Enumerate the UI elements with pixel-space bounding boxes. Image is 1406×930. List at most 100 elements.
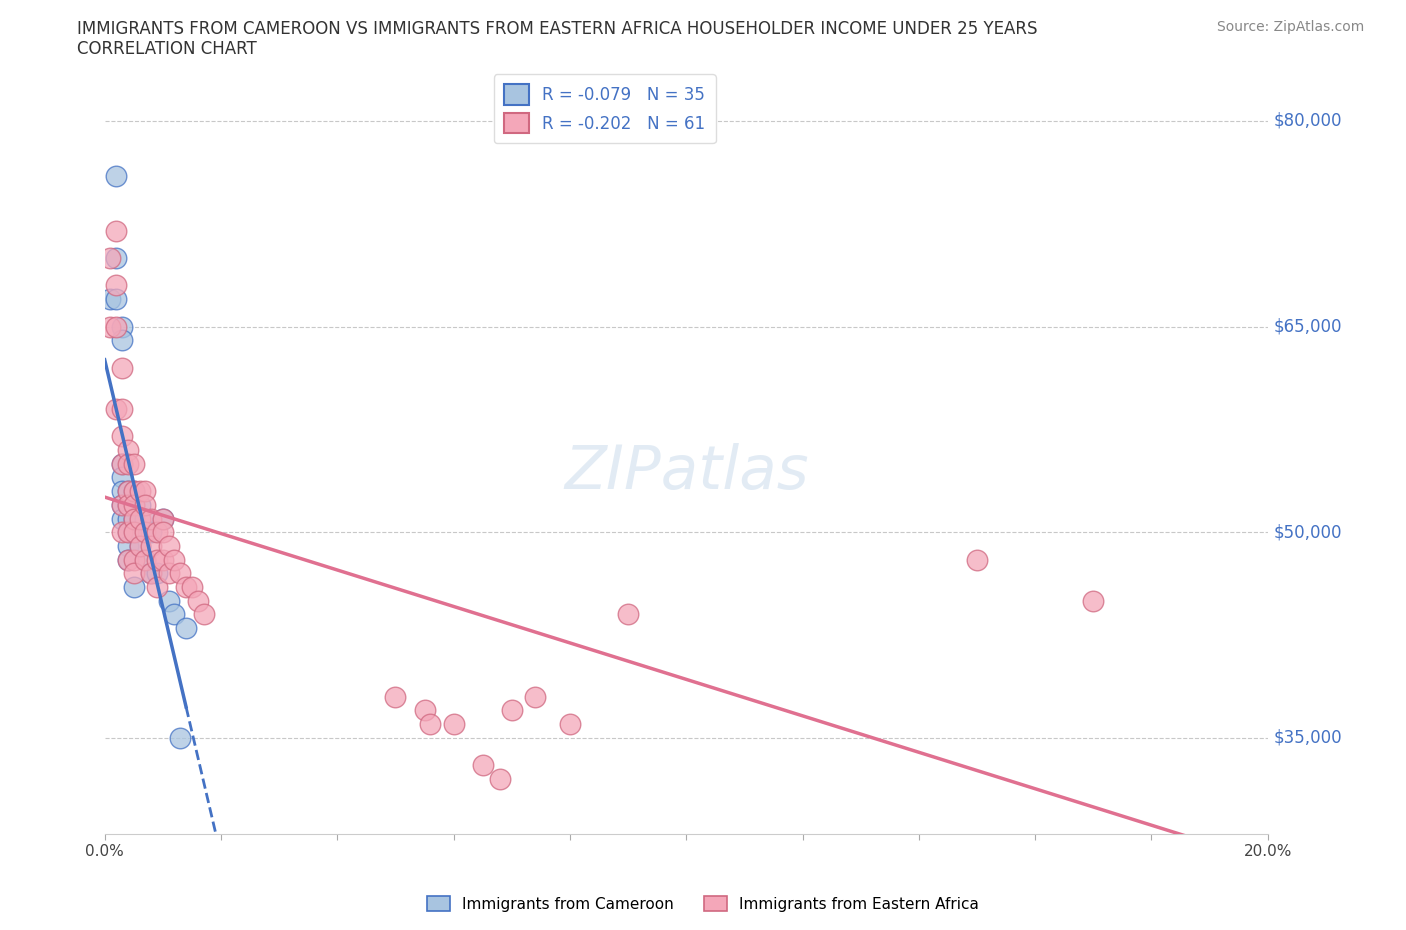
Point — [100, 319, 122, 334]
Text: CORRELATION CHART: CORRELATION CHART — [77, 40, 257, 58]
Point — [187, 593, 209, 608]
Point — [117, 484, 139, 498]
Point — [157, 565, 180, 580]
Point — [134, 552, 156, 567]
Point — [111, 333, 134, 348]
Text: IMMIGRANTS FROM CAMEROON VS IMMIGRANTS FROM EASTERN AFRICA HOUSEHOLDER INCOME UN: IMMIGRANTS FROM CAMEROON VS IMMIGRANTS F… — [77, 20, 1038, 38]
Point — [111, 457, 134, 472]
Point — [141, 525, 163, 539]
Point — [617, 607, 640, 622]
Point — [384, 689, 406, 704]
Point — [128, 538, 150, 553]
Point — [501, 703, 523, 718]
Point — [141, 538, 163, 553]
Point — [141, 565, 163, 580]
Point — [134, 484, 156, 498]
Point — [111, 512, 134, 526]
Point — [1083, 593, 1105, 608]
Point — [111, 360, 134, 375]
Point — [100, 292, 122, 307]
Point — [134, 512, 156, 526]
Point — [169, 730, 191, 745]
Point — [117, 538, 139, 553]
Point — [966, 552, 988, 567]
Point — [157, 538, 180, 553]
Point — [419, 717, 441, 732]
Point — [163, 607, 186, 622]
Point — [443, 717, 465, 732]
Point — [128, 498, 150, 512]
Point — [128, 512, 150, 526]
Point — [111, 402, 134, 417]
Point — [169, 565, 191, 580]
Point — [111, 484, 134, 498]
Point — [105, 292, 128, 307]
Point — [141, 565, 163, 580]
Point — [558, 717, 581, 732]
Point — [111, 498, 134, 512]
Point — [105, 319, 128, 334]
Point — [105, 402, 128, 417]
Point — [117, 457, 139, 472]
Point — [122, 525, 145, 539]
Point — [146, 552, 169, 567]
Point — [524, 689, 547, 704]
Point — [146, 565, 169, 580]
Point — [122, 498, 145, 512]
Point — [122, 552, 145, 567]
Text: $80,000: $80,000 — [1274, 112, 1343, 130]
Point — [117, 525, 139, 539]
Point — [471, 758, 494, 773]
Point — [413, 703, 436, 718]
Point — [122, 457, 145, 472]
Point — [146, 525, 169, 539]
Point — [117, 552, 139, 567]
Point — [111, 457, 134, 472]
Point — [152, 512, 174, 526]
Point — [111, 429, 134, 444]
Point — [157, 593, 180, 608]
Point — [163, 552, 186, 567]
Point — [152, 525, 174, 539]
Text: ZIPatlas: ZIPatlas — [564, 444, 808, 502]
Point — [105, 250, 128, 265]
Point — [489, 772, 512, 787]
Point — [111, 525, 134, 539]
Point — [122, 484, 145, 498]
Point — [117, 443, 139, 458]
Point — [174, 579, 197, 594]
Point — [152, 512, 174, 526]
Point — [111, 319, 134, 334]
Point — [117, 498, 139, 512]
Point — [180, 579, 202, 594]
Point — [122, 512, 145, 526]
Legend: Immigrants from Cameroon, Immigrants from Eastern Africa: Immigrants from Cameroon, Immigrants fro… — [420, 889, 986, 918]
Point — [111, 470, 134, 485]
Point — [117, 498, 139, 512]
Point — [128, 538, 150, 553]
Point — [105, 278, 128, 293]
Point — [174, 620, 197, 635]
Point — [134, 498, 156, 512]
Legend: R = -0.079   N = 35, R = -0.202   N = 61: R = -0.079 N = 35, R = -0.202 N = 61 — [494, 74, 716, 143]
Point — [117, 552, 139, 567]
Point — [122, 579, 145, 594]
Point — [105, 223, 128, 238]
Point — [111, 498, 134, 512]
Text: $50,000: $50,000 — [1274, 524, 1343, 541]
Point — [117, 484, 139, 498]
Point — [152, 552, 174, 567]
Point — [100, 250, 122, 265]
Point — [122, 525, 145, 539]
Point — [141, 512, 163, 526]
Point — [117, 525, 139, 539]
Point — [146, 579, 169, 594]
Point — [122, 512, 145, 526]
Point — [122, 484, 145, 498]
Point — [122, 498, 145, 512]
Text: $65,000: $65,000 — [1274, 318, 1343, 336]
Point — [134, 525, 156, 539]
Point — [117, 498, 139, 512]
Point — [128, 484, 150, 498]
Text: $35,000: $35,000 — [1274, 729, 1343, 747]
